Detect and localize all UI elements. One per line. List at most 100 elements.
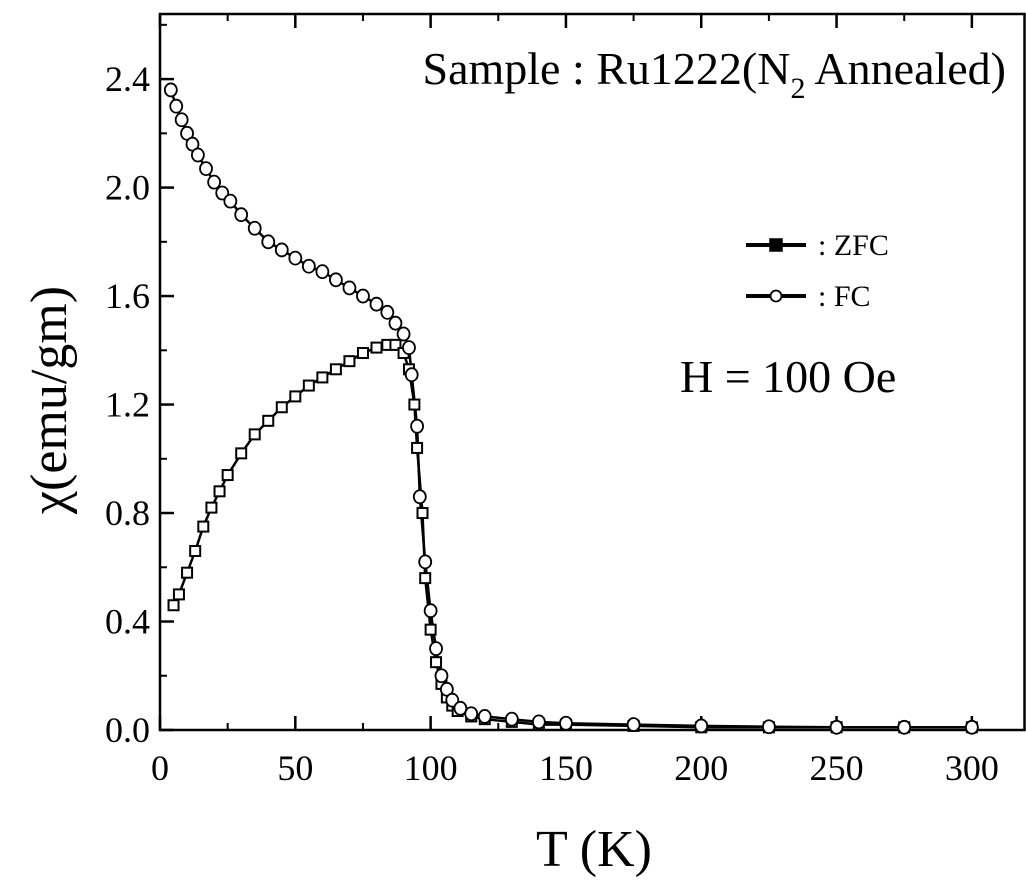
fc-point [174, 112, 189, 128]
zfc-point [181, 566, 194, 579]
zfc-point [275, 401, 288, 414]
sample-annotation: Sample : Ru1222(N2 Annealed) [422, 43, 1006, 105]
legend-label: : ZFC [818, 229, 889, 262]
fc-point [301, 258, 316, 274]
y-tick-label: 0.0 [105, 710, 150, 750]
series-markers [163, 82, 979, 735]
fc-point [163, 82, 178, 98]
zfc-point [213, 485, 226, 498]
zfc-point [221, 469, 234, 482]
plot-frame [158, 12, 1026, 732]
fc-point [410, 418, 424, 434]
y-axis-label: χ(emu/gm) [21, 286, 78, 515]
field-annotation: H = 100 Oe [680, 351, 896, 402]
x-tick-label: 200 [674, 748, 728, 788]
zfc-point [424, 623, 437, 636]
y-tick-label: 1.6 [105, 276, 150, 316]
zfc-point [329, 363, 342, 376]
zfc-point [370, 341, 383, 354]
series-line [169, 89, 972, 729]
fc-point [429, 641, 443, 657]
fc-point [261, 234, 276, 250]
fc-point [223, 193, 238, 209]
x-tick-label: 150 [539, 748, 593, 788]
zfc-point [262, 414, 275, 427]
zfc-point [343, 355, 356, 368]
fc-point [329, 272, 343, 288]
x-tick-label: 100 [404, 748, 458, 788]
fc-point [434, 668, 449, 684]
legend: : ZFC : FC [746, 229, 889, 313]
tick-labels: 0 50 100 150 200 250 300 0.0 0.4 0.8 1.2 1.6 2.0 2.4 [105, 59, 999, 788]
fc-point [423, 603, 438, 619]
zfc-point [248, 428, 261, 441]
zfc-point [302, 379, 315, 392]
fc-point [964, 719, 979, 735]
fc-point [626, 717, 641, 732]
fc-point [404, 367, 419, 383]
fc-point [694, 718, 709, 734]
fc-point [531, 714, 546, 730]
zfc-point [408, 398, 421, 411]
fc-point [453, 700, 468, 716]
zfc-point [167, 599, 180, 612]
zfc-point [416, 507, 429, 520]
x-tick-label: 50 [277, 748, 313, 788]
legend-marker-fc [769, 289, 783, 303]
fc-point [247, 220, 262, 236]
fc-point [396, 326, 411, 342]
zfc-point [411, 441, 424, 454]
fc-point [274, 242, 289, 258]
fc-point [477, 709, 492, 724]
x-axis-label: T (K) [536, 821, 652, 878]
zfc-point [289, 390, 302, 403]
fc-point [388, 315, 403, 331]
legend-marker-zfc [769, 238, 783, 252]
fc-point [356, 288, 370, 304]
fc-point [234, 207, 249, 223]
zfc-point [389, 338, 402, 351]
fc-point [559, 715, 573, 731]
plot-border [158, 12, 1026, 732]
fc-point [412, 489, 427, 505]
zfc-point [316, 371, 329, 384]
series-lines [169, 89, 972, 729]
x-tick-label: 250 [810, 748, 864, 788]
fc-point [288, 250, 303, 266]
fc-point [762, 719, 776, 735]
x-tick-label: 0 [151, 748, 169, 788]
fc-point [897, 719, 912, 735]
sample-prefix: Sample : Ru1222(N [422, 43, 790, 94]
zfc-point [430, 656, 443, 669]
zfc-point [235, 447, 248, 460]
sample-subscript: 2 [790, 72, 805, 105]
fc-point [199, 161, 213, 176]
fc-point [315, 264, 330, 280]
y-tick-label: 0.4 [105, 602, 150, 642]
fc-point [418, 554, 433, 570]
legend-label: : FC [818, 280, 871, 313]
y-tick-label: 2.0 [105, 168, 150, 208]
zfc-point [356, 347, 369, 360]
zfc-point [172, 588, 185, 601]
fc-point [342, 280, 357, 296]
fc-point [169, 98, 184, 114]
x-tick-label: 300 [945, 748, 999, 788]
fc-point [369, 296, 384, 312]
zfc-point [197, 520, 210, 533]
fc-point [829, 719, 844, 735]
fc-point [504, 711, 519, 727]
y-tick-label: 0.8 [105, 493, 150, 533]
fc-point [380, 304, 395, 320]
fc-point [402, 340, 416, 355]
zfc-point [189, 545, 202, 557]
y-tick-label: 1.2 [105, 385, 150, 425]
zfc-point [419, 572, 432, 585]
zfc-point [205, 501, 218, 514]
y-tick-label: 2.4 [105, 59, 150, 99]
fc-point [207, 174, 222, 190]
sample-suffix: Annealed) [805, 43, 1006, 94]
fc-point [464, 706, 479, 722]
fc-point [190, 147, 205, 163]
